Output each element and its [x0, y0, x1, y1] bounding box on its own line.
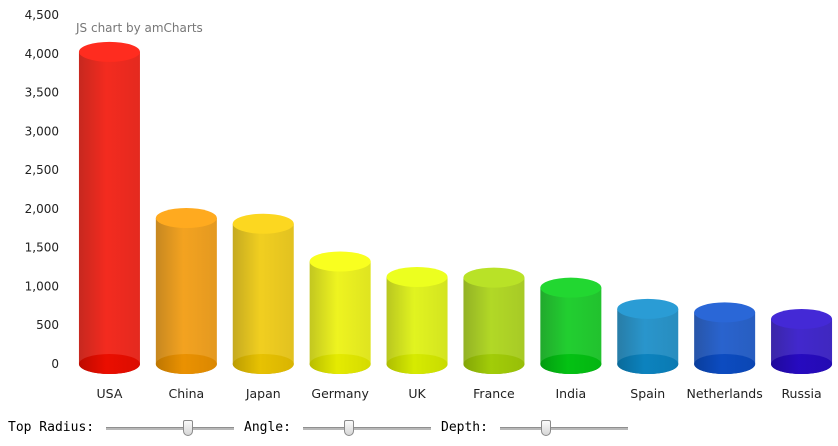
slider-track [500, 427, 628, 430]
bar-germany[interactable] [309, 251, 371, 374]
y-tick-label: 4,000 [25, 47, 59, 61]
y-tick-label: 1,500 [25, 241, 59, 255]
y-tick-label: 3,500 [25, 86, 59, 100]
top-radius-label: Top Radius: [8, 420, 95, 435]
bar-body [309, 261, 371, 374]
bar-top [463, 267, 525, 288]
angle-slider[interactable] [303, 420, 431, 436]
bar-top [540, 277, 602, 298]
slider-thumb[interactable] [541, 420, 552, 436]
bar-body [78, 51, 140, 374]
x-tick-label: France [473, 386, 515, 401]
bar-netherlands[interactable] [694, 302, 756, 374]
x-tick-label: Netherlands [687, 386, 763, 401]
bar-body [617, 308, 679, 374]
x-tick-label: China [168, 386, 204, 401]
y-tick-label: 2,500 [25, 163, 59, 177]
bar-uk[interactable] [386, 266, 448, 374]
bar-top [694, 302, 756, 323]
bars-group [78, 41, 833, 374]
bar-china[interactable] [155, 208, 217, 374]
bar-usa[interactable] [78, 41, 140, 374]
y-tick-label: 0 [51, 357, 59, 371]
x-tick-label: UK [408, 386, 426, 401]
bar-body [232, 223, 294, 374]
depth-slider[interactable] [500, 420, 628, 436]
cylinder-bar-chart: JS chart by amCharts 0 500 1,000 1,500 2,000… [25, 8, 833, 401]
angle-label: Angle: [244, 420, 291, 435]
bar-body [771, 319, 833, 374]
bar-top [386, 266, 448, 287]
bar-spain[interactable] [617, 298, 679, 374]
x-tick-label: India [556, 386, 587, 401]
depth-label: Depth: [441, 420, 488, 435]
x-tick-label: Russia [781, 386, 821, 401]
controls-bar: Top Radius: Angle: Depth: [0, 416, 838, 446]
y-tick-label: 4,500 [25, 8, 59, 22]
bar-body [463, 277, 525, 374]
x-tick-label: Germany [311, 386, 369, 401]
y-tick-label: 2,000 [25, 202, 59, 216]
bar-top [309, 251, 371, 272]
y-tick-label: 1,000 [25, 279, 59, 293]
x-tick-label: Spain [630, 386, 665, 401]
x-axis: USA China Japan Germany UK France India Spain Ne… [97, 386, 822, 401]
slider-track [303, 427, 431, 430]
x-tick-label: USA [97, 386, 123, 401]
bar-body [386, 276, 448, 374]
bar-france[interactable] [463, 267, 525, 374]
chart-credit[interactable]: JS chart by amCharts [75, 21, 203, 35]
bar-top [155, 208, 217, 229]
y-tick-label: 500 [36, 318, 59, 332]
y-tick-label: 3,000 [25, 124, 59, 138]
bar-top [617, 298, 679, 319]
bar-japan[interactable] [232, 213, 294, 374]
slider-thumb[interactable] [344, 420, 355, 436]
bar-top [771, 309, 833, 330]
bar-body [694, 312, 756, 374]
bar-body [540, 287, 602, 374]
x-tick-label: Japan [245, 386, 281, 401]
bar-top [78, 41, 140, 62]
y-axis: 0 500 1,000 1,500 2,000 2,500 3,000 3,500 4,000 4… [25, 8, 59, 371]
slider-thumb[interactable] [182, 420, 193, 436]
slider-track [106, 427, 234, 430]
bar-body [155, 218, 217, 374]
bar-india[interactable] [540, 277, 602, 374]
bar-russia[interactable] [771, 309, 833, 374]
bar-top [232, 213, 294, 234]
top-radius-slider[interactable] [106, 420, 234, 436]
